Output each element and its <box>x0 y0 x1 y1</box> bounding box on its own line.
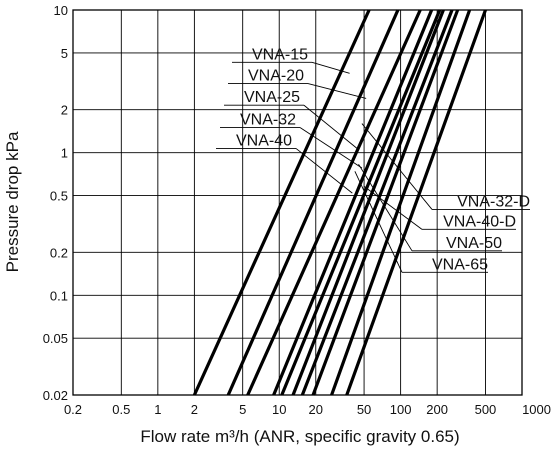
x-tick-label: 20 <box>309 402 323 417</box>
series-line <box>226 9 400 396</box>
leader-lines <box>216 61 530 273</box>
series-line <box>330 9 472 396</box>
x-tick-label: 200 <box>426 402 448 417</box>
series-line <box>345 9 487 396</box>
data-lines <box>192 9 487 396</box>
leader-line <box>311 61 350 74</box>
x-tick-labels: 0.2 0.5 1 2 5 10 20 50 100 200 500 1000 <box>64 402 551 417</box>
x-tick-label: 1000 <box>522 402 551 417</box>
y-tick-label: 0.05 <box>43 331 68 346</box>
x-tick-label: 1 <box>154 402 161 417</box>
y-tick-label: 0.5 <box>50 189 68 204</box>
series-line <box>280 9 442 396</box>
leader-line <box>363 186 423 230</box>
leader-line <box>295 148 353 194</box>
y-tick-label: 0.2 <box>50 245 68 260</box>
plot-border <box>72 9 523 396</box>
y-tick-label: 0.1 <box>50 288 68 303</box>
series-label: VNA-50 <box>446 235 502 252</box>
y-tick-label: 10 <box>54 3 68 18</box>
series-label: VNA-25 <box>244 89 300 106</box>
leader-line <box>299 127 363 169</box>
y-tick-label: 5 <box>61 46 68 61</box>
x-tick-label: 500 <box>475 402 497 417</box>
x-tick-label: 5 <box>239 402 246 417</box>
series-label: VNA-32-D <box>457 193 530 210</box>
y-tick-label: 0.02 <box>43 388 68 403</box>
series-line <box>246 9 422 396</box>
series-label: VNA-32 <box>240 112 296 129</box>
leader-line <box>361 123 433 210</box>
series-label: VNA-15 <box>252 46 308 63</box>
series-label: VNA-40-D <box>443 213 516 230</box>
x-tick-label: 10 <box>272 402 286 417</box>
leader-line <box>358 163 413 252</box>
y-axis-title: Pressure drop kPa <box>3 131 22 272</box>
series-line <box>192 9 371 396</box>
x-tick-label: 0.2 <box>64 402 82 417</box>
x-tick-label: 0.5 <box>112 402 130 417</box>
series-line <box>272 9 434 396</box>
x-tick-label: 2 <box>191 402 198 417</box>
leader-line <box>354 171 403 273</box>
x-tick-label: 50 <box>357 402 371 417</box>
series-label: VNA-20 <box>248 68 304 85</box>
series-label: VNA-40 <box>236 132 292 149</box>
y-tick-label: 1 <box>61 146 68 161</box>
y-tick-labels: 0.02 0.05 0.1 0.2 0.5 1 2 5 10 <box>43 3 68 403</box>
leader-line <box>303 104 359 150</box>
leader-line <box>307 83 367 99</box>
y-tick-label: 2 <box>61 103 68 118</box>
series-line <box>291 9 445 396</box>
series-label: VNA-65 <box>432 256 488 273</box>
series-line <box>300 9 454 396</box>
series-labels: VNA-15 VNA-20 VNA-25 VNA-32 VNA-40 VNA-32-D VN… <box>236 46 530 273</box>
x-tick-label: 100 <box>390 402 412 417</box>
x-axis-title: Flow rate m³/h (ANR, specific gravity 0.… <box>140 427 459 446</box>
